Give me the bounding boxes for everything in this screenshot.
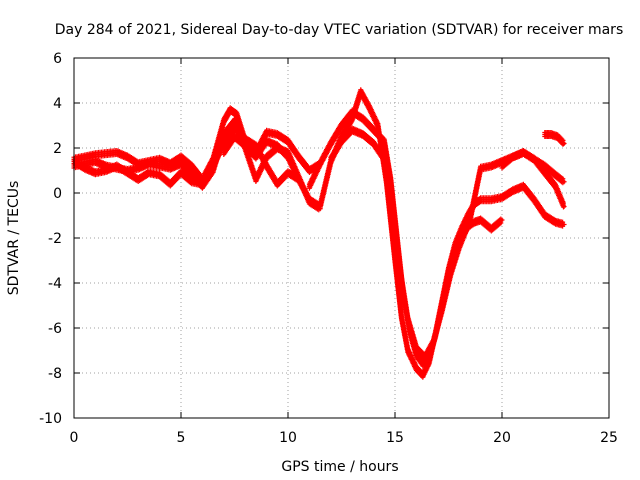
data-points <box>71 87 567 380</box>
series-track-2 <box>71 116 323 213</box>
series-track-3 <box>71 123 302 189</box>
chart-title: Day 284 of 2021, Sidereal Day-to-day VTE… <box>55 22 623 38</box>
grid-lines <box>74 58 609 418</box>
